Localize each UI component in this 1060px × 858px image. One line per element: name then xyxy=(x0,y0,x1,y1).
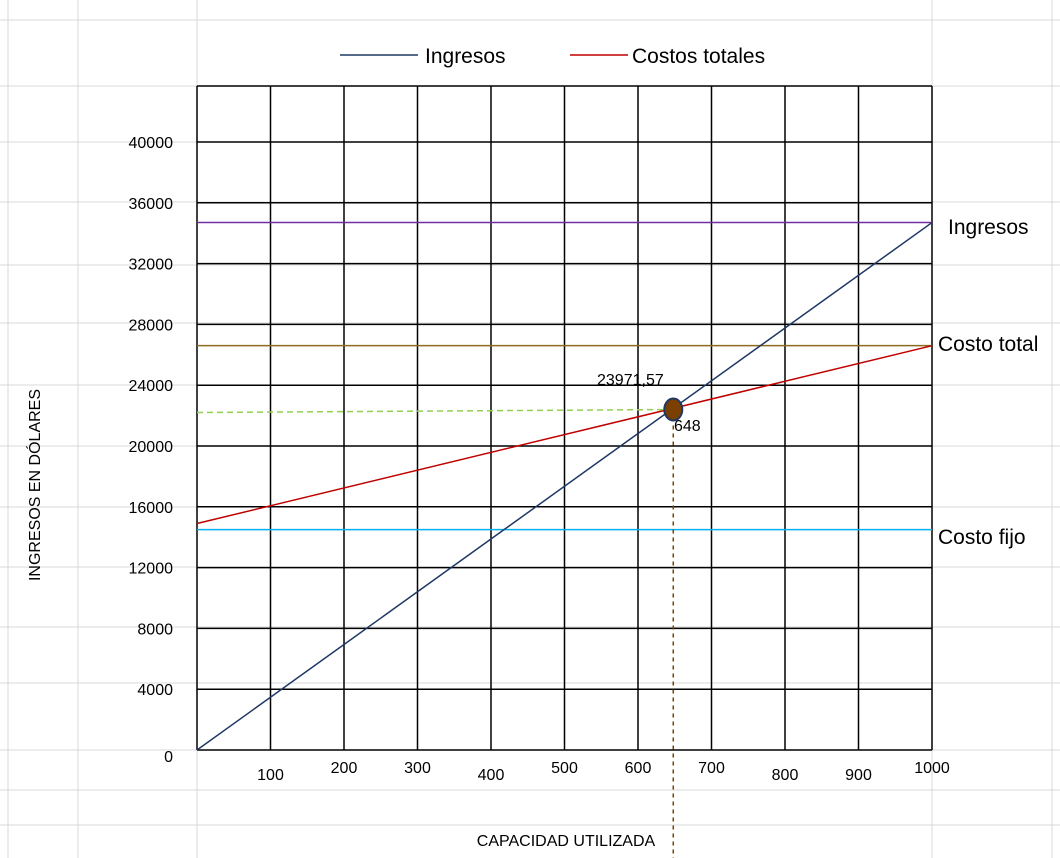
break-even-h-guide xyxy=(196,408,674,414)
break-even-x-label: 648 xyxy=(674,418,701,435)
series-lines xyxy=(196,221,933,751)
y-axis-title: INGRESOS EN DÓLARES xyxy=(25,389,44,581)
break-even-point xyxy=(663,397,684,422)
reference-lines xyxy=(197,221,932,531)
x-tick-label: 900 xyxy=(845,767,872,784)
y-tick-labels: 0 4000 8000 12000 16000 20000 24000 28000 32000 3… xyxy=(129,135,174,766)
y-tick-label: 36000 xyxy=(129,196,174,213)
y-tick-label: 20000 xyxy=(129,439,174,456)
series-line-0 xyxy=(196,221,933,751)
y-tick-label: 28000 xyxy=(129,317,174,334)
x-tick-label: 700 xyxy=(698,760,725,777)
x-tick-label: 600 xyxy=(625,760,652,777)
reference-line-labels: Ingresos Costo total Costo fijo xyxy=(938,216,1038,549)
series-line-1 xyxy=(196,344,933,525)
ref-label-ingresos: Ingresos xyxy=(948,216,1029,239)
y-tick-label: 4000 xyxy=(137,682,173,699)
y-tick-label: 8000 xyxy=(137,621,173,638)
x-tick-label: 400 xyxy=(478,767,505,784)
ref-label-costo-total: Costo total xyxy=(938,333,1038,356)
plot-grid xyxy=(196,85,933,751)
y-tick-label: 24000 xyxy=(129,378,174,395)
ref-label-costo-fijo: Costo fijo xyxy=(938,526,1026,549)
x-tick-label: 800 xyxy=(772,767,799,784)
x-tick-label: 200 xyxy=(331,760,358,777)
x-tick-label: 300 xyxy=(404,760,431,777)
y-tick-label: 40000 xyxy=(129,135,174,152)
x-tick-label: 100 xyxy=(257,767,284,784)
x-axis-title: CAPACIDAD UTILIZADA xyxy=(477,833,656,850)
break-even-y-label: 23971,57 xyxy=(597,372,664,389)
legend-label-costos-totales: Costos totales xyxy=(632,45,765,68)
x-tick-label: 1000 xyxy=(914,760,950,777)
break-even-guides xyxy=(196,408,675,858)
y-tick-label: 12000 xyxy=(129,561,174,578)
y-tick-label: 32000 xyxy=(129,257,174,274)
legend: Ingresos Costos totales xyxy=(340,45,765,68)
y-tick-label: 16000 xyxy=(129,500,174,517)
x-tick-label: 500 xyxy=(551,760,578,777)
legend-label-ingresos: Ingresos xyxy=(425,45,506,68)
x-tick-labels: 100 200 300 400 500 600 700 800 900 1000 xyxy=(257,760,950,784)
y-tick-label: 0 xyxy=(164,749,173,766)
